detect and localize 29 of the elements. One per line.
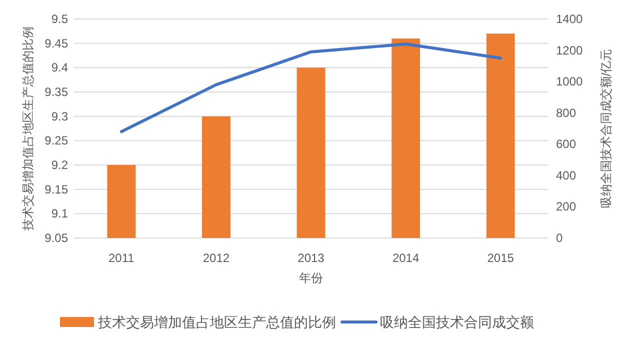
x-tick-label: 2013 — [298, 251, 325, 265]
x-axis-title: 年份 — [299, 271, 323, 285]
y-tick-label: 9.4 — [51, 60, 68, 75]
legend-label: 吸纳全国技术合同成交额 — [380, 314, 534, 330]
y-tick-label: 9.45 — [44, 36, 68, 50]
y-tick-label: 9.3 — [51, 109, 68, 124]
legend-label: 技术交易增加值占地区生产总值的比例 — [97, 314, 336, 330]
x-tick-label: 2012 — [202, 251, 230, 265]
y-tick-label: 9.05 — [44, 231, 68, 245]
x-tick-label: 2014 — [392, 251, 420, 265]
y-tick-label: 9.35 — [44, 85, 68, 99]
y-tick-label: 9.2 — [51, 158, 68, 172]
y-tick-label: 9.15 — [44, 182, 68, 196]
y2-tick-label: 1200 — [556, 43, 584, 58]
y2-tick-label: 1000 — [556, 74, 584, 89]
x-tick-label: 2015 — [487, 251, 514, 265]
y2-tick-label: 400 — [556, 168, 576, 182]
y-axis-title: 技术交易增加值占地区生产总值的比例 — [21, 26, 35, 232]
y2-tick-label: 200 — [556, 200, 576, 214]
y2-tick-label: 600 — [556, 137, 576, 152]
y2-tick-label: 800 — [556, 106, 576, 120]
line-series — [120, 42, 502, 134]
x-tick-label: 2011 — [108, 251, 135, 265]
y-tick-label: 9.25 — [44, 134, 68, 148]
y-tick-label: 9.1 — [51, 206, 68, 221]
y-tick-label: 9.5 — [51, 12, 68, 26]
y2-tick-label: 0 — [556, 231, 563, 245]
y2-axis-title: 吸纳全国技术合同成交额/亿元 — [599, 48, 613, 208]
y2-tick-label: 1400 — [556, 12, 584, 26]
